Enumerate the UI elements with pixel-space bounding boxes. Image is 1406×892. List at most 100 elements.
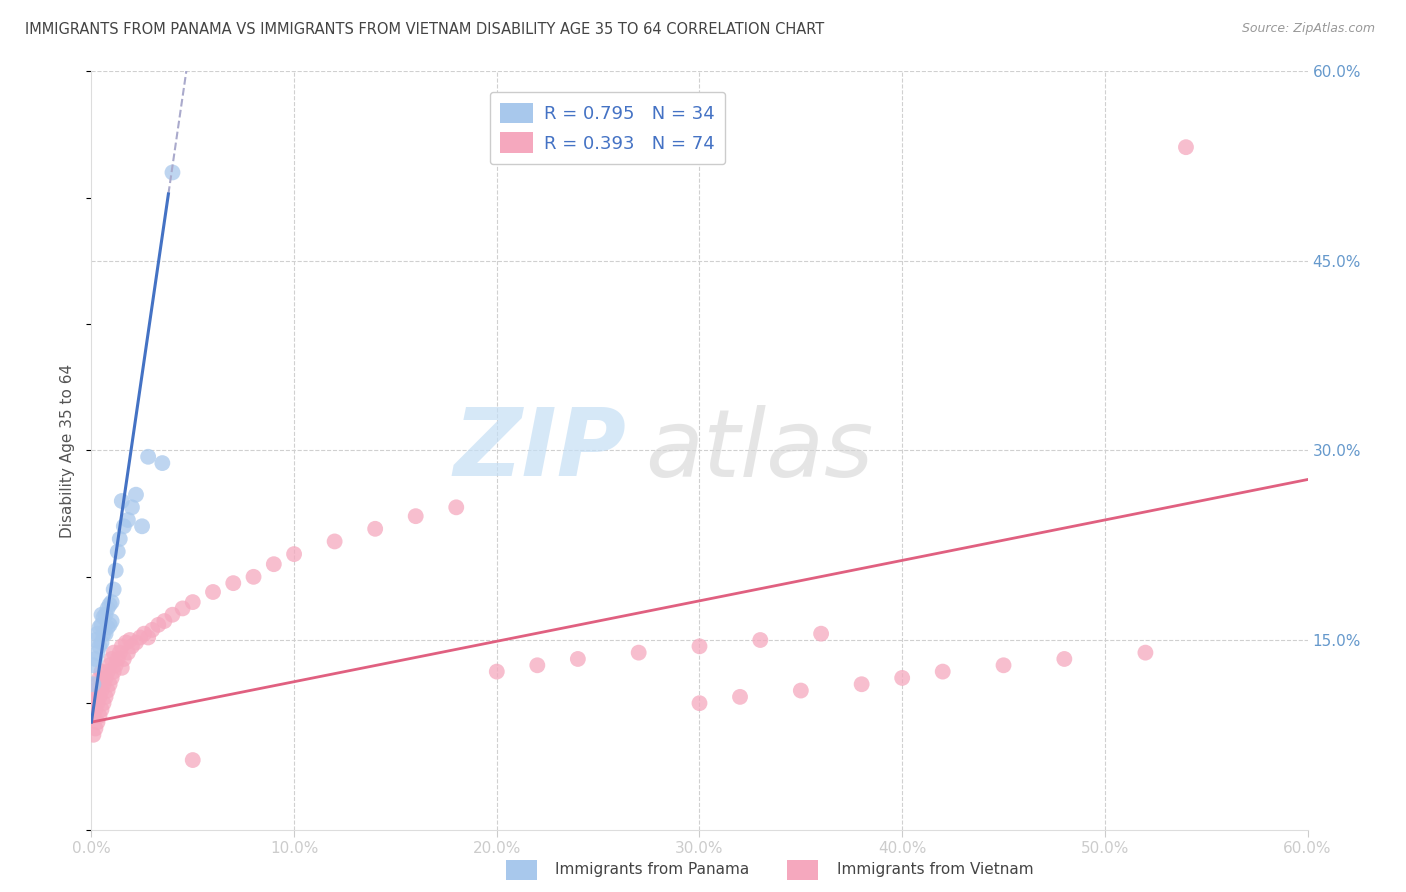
Point	[323, 534, 346, 549]
Point	[1175, 140, 1198, 154]
Point	[181, 595, 204, 609]
Point	[97, 665, 120, 679]
Point	[100, 652, 122, 666]
Point	[93, 626, 115, 640]
Point	[82, 677, 104, 691]
Point	[89, 708, 111, 723]
Point	[688, 640, 710, 654]
Point	[112, 652, 135, 666]
Point	[526, 658, 548, 673]
Point	[103, 582, 125, 597]
Point	[728, 690, 751, 704]
Point	[90, 665, 112, 679]
Point	[108, 532, 131, 546]
Point	[93, 610, 115, 624]
Point	[111, 494, 134, 508]
Point	[364, 522, 387, 536]
Point	[107, 652, 129, 666]
Point	[89, 671, 111, 685]
Point	[94, 690, 117, 704]
Point	[202, 585, 225, 599]
Point	[86, 677, 108, 691]
Point	[104, 564, 127, 578]
Legend: R = 0.795   N = 34, R = 0.393   N = 74: R = 0.795 N = 34, R = 0.393 N = 74	[489, 92, 725, 164]
Point	[94, 607, 117, 622]
Point	[86, 715, 108, 730]
Point	[111, 661, 134, 675]
Point	[627, 646, 650, 660]
Point	[172, 601, 194, 615]
Point	[112, 519, 135, 533]
Point	[90, 635, 112, 649]
Point	[444, 500, 467, 515]
Point	[117, 513, 139, 527]
Point	[181, 753, 204, 767]
Text: Immigrants from Vietnam: Immigrants from Vietnam	[837, 863, 1033, 877]
Point	[100, 671, 122, 685]
Point	[107, 544, 129, 558]
Point	[931, 665, 953, 679]
Point	[98, 677, 121, 691]
Point	[851, 677, 873, 691]
Point	[89, 620, 111, 634]
Point	[98, 598, 121, 612]
Point	[84, 633, 107, 648]
Point	[97, 620, 120, 634]
Text: Source: ZipAtlas.com: Source: ZipAtlas.com	[1241, 22, 1375, 36]
Point	[891, 671, 914, 685]
Point	[136, 450, 159, 464]
Point	[131, 519, 153, 533]
Point	[100, 614, 122, 628]
Point	[89, 640, 111, 654]
Point	[90, 607, 112, 622]
Point	[121, 640, 143, 654]
Point	[86, 626, 108, 640]
Point	[567, 652, 589, 666]
Point	[94, 626, 117, 640]
Point	[129, 631, 152, 645]
Point	[242, 570, 264, 584]
Point	[111, 640, 134, 654]
Text: ZIP: ZIP	[454, 404, 627, 497]
Point	[94, 671, 117, 685]
Point	[162, 607, 184, 622]
Point	[98, 617, 121, 632]
Point	[82, 690, 104, 704]
Y-axis label: Disability Age 35 to 64: Disability Age 35 to 64	[60, 363, 76, 538]
Point	[125, 488, 148, 502]
Point	[1135, 646, 1157, 660]
Point	[100, 595, 122, 609]
Point	[103, 646, 125, 660]
Point	[993, 658, 1015, 673]
Point	[82, 728, 104, 742]
Point	[141, 623, 163, 637]
Point	[263, 557, 285, 572]
Point	[115, 635, 138, 649]
Text: Immigrants from Panama: Immigrants from Panama	[555, 863, 749, 877]
Point	[1053, 652, 1076, 666]
Point	[82, 708, 104, 723]
Point	[790, 683, 813, 698]
Point	[153, 614, 176, 628]
Point	[405, 509, 427, 524]
Point	[103, 665, 125, 679]
Point	[86, 696, 108, 710]
Point	[97, 601, 120, 615]
Point	[148, 617, 170, 632]
Point	[150, 456, 173, 470]
Point	[108, 646, 131, 660]
Point	[222, 576, 245, 591]
Point	[90, 683, 112, 698]
Point	[125, 635, 148, 649]
Point	[117, 646, 139, 660]
Point	[283, 547, 305, 561]
Point	[118, 633, 141, 648]
Point	[82, 658, 104, 673]
Point	[136, 631, 159, 645]
Point	[89, 690, 111, 704]
Point	[93, 696, 115, 710]
Point	[132, 626, 155, 640]
Point	[84, 702, 107, 716]
Point	[104, 658, 127, 673]
Point	[90, 702, 112, 716]
